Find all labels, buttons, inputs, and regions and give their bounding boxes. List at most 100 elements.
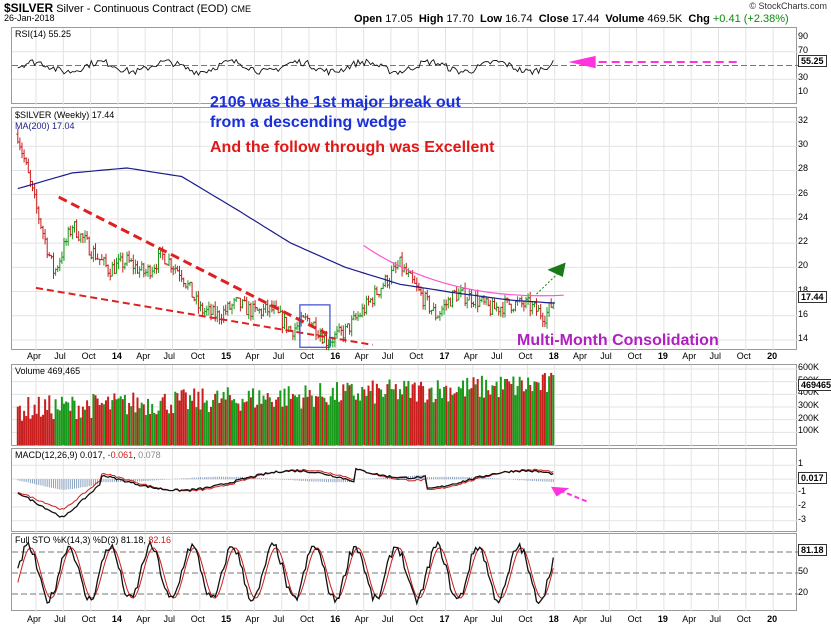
volume-bar xyxy=(237,403,240,445)
x-tick-label: Jul xyxy=(272,614,285,624)
note-follow-through: And the follow through was Excellent xyxy=(210,139,495,156)
volume-bar xyxy=(485,379,488,445)
volume-bar xyxy=(308,389,311,445)
macd-v1: 0.017 xyxy=(80,450,103,460)
x-tick-label: Jul xyxy=(163,614,176,624)
volume-bar xyxy=(346,382,349,445)
volume-bar xyxy=(541,374,544,445)
volume-bar xyxy=(375,383,378,445)
volume-bar xyxy=(491,385,494,445)
axis-tick-label: -3 xyxy=(798,513,807,524)
volume-bar xyxy=(289,398,292,445)
close-value: 17.44 xyxy=(571,13,600,25)
volume-bar xyxy=(216,390,219,445)
volume-bar xyxy=(115,399,118,445)
volume-bar xyxy=(468,389,471,445)
volume-bar xyxy=(436,380,439,445)
volume-bar xyxy=(291,393,294,445)
volume-bar xyxy=(46,410,49,445)
volume-bar xyxy=(176,393,179,445)
x-tick-label: Jul xyxy=(491,614,503,624)
volume-bar xyxy=(260,403,263,445)
volume-bar xyxy=(287,386,290,445)
x-tick-label: Apr xyxy=(354,351,369,361)
volume-bar xyxy=(344,390,347,445)
volume-bar xyxy=(483,397,485,445)
volume-bar xyxy=(480,375,483,445)
volume-panel: Volume 469,465 xyxy=(11,364,798,447)
volume-bar xyxy=(443,386,446,445)
volume-bar xyxy=(241,398,244,445)
volume-bar xyxy=(102,404,105,445)
volume-bar xyxy=(529,384,532,445)
sto-d: 82.16 xyxy=(148,535,171,545)
axis-tick-label: 20 xyxy=(798,587,809,597)
x-tick-label: Apr xyxy=(463,351,478,361)
volume-bar xyxy=(105,400,107,445)
rsi-value: 55.25 xyxy=(48,29,72,39)
volume-bar xyxy=(203,402,206,445)
volume-bar xyxy=(161,397,164,445)
sto-plot xyxy=(12,534,798,612)
volume-bar xyxy=(69,410,72,445)
last-value-marker: 0.017 xyxy=(798,471,827,484)
volume-bar xyxy=(531,391,534,445)
last-value-marker: 81.18 xyxy=(798,544,827,557)
volume-bar xyxy=(84,409,86,445)
volume-bar xyxy=(180,390,183,445)
open-value: 17.05 xyxy=(385,13,413,25)
axis-tick-label: 22 xyxy=(798,236,809,247)
volume-bar xyxy=(310,395,313,445)
rsi-panel: RSI(14) 55.25 xyxy=(11,27,798,105)
price-plot xyxy=(12,108,798,351)
x-tick-label: Oct xyxy=(518,351,533,361)
x-tick-label: Oct xyxy=(736,614,751,624)
x-tick-label: Jul xyxy=(381,614,394,624)
volume-bar xyxy=(388,379,391,445)
volume-bar xyxy=(193,388,196,445)
volume-bar xyxy=(359,400,362,445)
volume-bar xyxy=(140,402,143,445)
volume-bar xyxy=(294,395,296,445)
volume-bar xyxy=(54,399,57,445)
macd-v2: -0.061 xyxy=(107,450,134,460)
volume-bar xyxy=(336,382,338,445)
volume-bar xyxy=(136,397,139,445)
last-value-marker: 469465 xyxy=(798,378,831,391)
volume-bar xyxy=(249,397,252,445)
volume-bar xyxy=(279,390,282,445)
volume-bar xyxy=(60,396,63,445)
volume-bar xyxy=(205,400,208,445)
x-tick-label: Jul xyxy=(600,614,612,624)
x-tick-label: Oct xyxy=(627,351,642,361)
volume-bar xyxy=(153,412,156,445)
volume-bar xyxy=(165,409,168,445)
volume-bar xyxy=(121,399,124,445)
volume-bar xyxy=(277,397,280,445)
x-tick-label: 16 xyxy=(330,351,341,361)
volume-bar xyxy=(170,404,173,445)
x-tick-label: 17 xyxy=(439,614,450,624)
wedge-upper-trendline xyxy=(58,195,328,336)
volume-bar xyxy=(350,383,353,445)
x-tick-label: 18 xyxy=(548,614,559,624)
sto-k-line xyxy=(17,539,554,606)
volume-bar xyxy=(247,390,250,445)
volume-bar xyxy=(245,401,248,445)
volume-bar xyxy=(218,402,221,445)
x-tick-label: Apr xyxy=(136,351,151,361)
volume-value: 469.5K xyxy=(647,13,683,25)
volume-bar xyxy=(113,393,116,445)
volume-bar xyxy=(132,392,135,445)
volume-bar xyxy=(296,397,299,445)
breakout-arrow-head xyxy=(547,262,566,278)
volume-bar xyxy=(380,389,383,445)
ma200-line xyxy=(17,167,555,304)
volume-bar xyxy=(90,418,93,445)
volume-bar xyxy=(520,380,523,445)
rsi-plot xyxy=(12,28,798,105)
volume-bar xyxy=(86,400,89,445)
x-tick-label: 17 xyxy=(439,351,450,361)
axis-tick-label: 300K xyxy=(798,400,820,410)
volume-bar xyxy=(39,416,42,445)
